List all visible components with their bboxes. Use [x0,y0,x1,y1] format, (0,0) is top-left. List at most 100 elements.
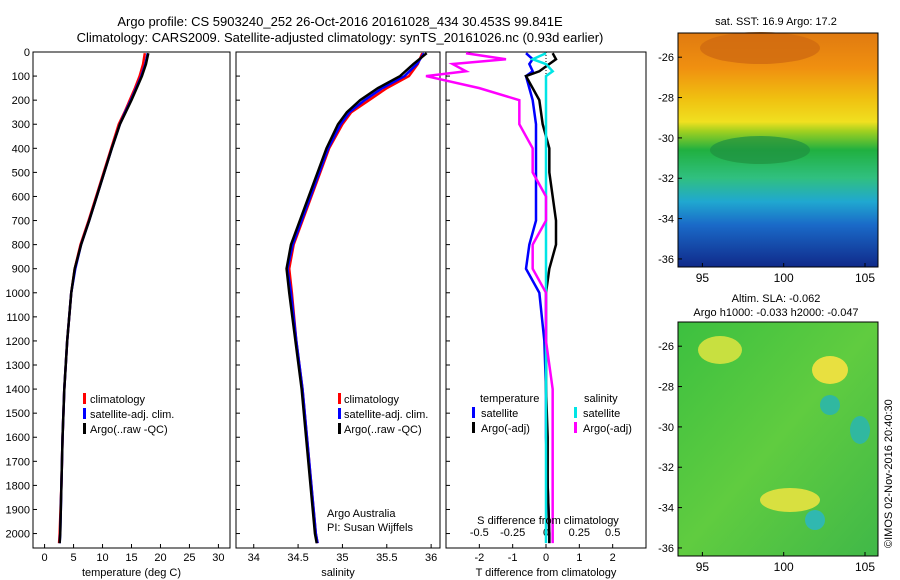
y-tick-label: 1800 [6,480,30,492]
legend-swatch-climatology [83,393,86,404]
x-tick-label: 30 [212,552,224,564]
x-axis-label: salinity [321,567,355,579]
map-x-tick-label: 95 [696,560,710,574]
y-tick-label: 400 [12,143,30,155]
title-line2: Climatology: CARS2009. Satellite-adjuste… [77,30,604,45]
sla-map-title-line1: Altim. SLA: -0.062 [732,293,821,305]
map-x-tick-label: 105 [855,271,875,285]
legend-swatch-satellite [83,408,86,419]
legend-label-climatology: climatology [344,394,400,406]
map-y-tick-label: -26 [658,341,674,353]
sla-low-patch [805,510,825,530]
legend-swatch-argo [83,423,86,434]
temperature-panel: 0100200300400500600700800900100011001200… [6,47,231,579]
map-y-tick-label: -28 [658,382,674,394]
x-tick-label: -1 [508,552,518,564]
map-y-tick-label: -30 [658,133,674,145]
y-tick-label: 600 [12,191,30,203]
temperature-frame [32,51,231,549]
sst-map [677,32,879,268]
salinity-legend: climatology satellite-adj. clim. Argo(..… [338,393,428,436]
map-y-tick-label: -32 [658,173,674,185]
s-tick-label: 0.25 [569,527,590,539]
x-tick-label: 0 [42,552,48,564]
salinity-annotation-line1: Argo Australia [327,508,396,520]
s-tick-label: -0.5 [470,527,489,539]
x-tick-label: 15 [125,552,137,564]
map-y-tick-label: -36 [658,543,674,555]
legend-swatch-sal-argo [574,422,577,433]
sst-frame [677,32,879,268]
y-tick-label: 1300 [6,360,30,372]
x-axis-label: T difference from climatology [476,567,617,579]
y-tick-label: 1600 [6,432,30,444]
series-line-salinity Argo(-adj) [425,51,554,544]
x-tick-label: 35.5 [376,552,397,564]
map-y-tick-label: -32 [658,462,674,474]
map-y-tick-label: -34 [658,503,674,515]
legend-label-argo: Argo(..raw -QC) [90,424,168,436]
x-tick-label: 35 [336,552,348,564]
y-tick-label: 700 [12,216,30,228]
sst-warm-patch [700,32,820,64]
legend-label-argo: Argo(..raw -QC) [344,424,422,436]
sst-cool-patch [710,136,810,164]
legend-label-sal-satellite: satellite [583,408,620,420]
y-tick-label: 1700 [6,456,30,468]
legend-swatch-satellite [338,408,341,419]
sla-frame [677,321,879,557]
salinity-annotation-line2: PI: Susan Wijffels [327,522,413,534]
sst-map-title: sat. SST: 16.9 Argo: 17.2 [715,16,837,28]
y-tick-label: 200 [12,95,30,107]
y-tick-label: 1400 [6,384,30,396]
map-y-tick-label: -28 [658,93,674,105]
legend-label-temp-argo: Argo(-adj) [481,423,530,435]
legend-label-satellite: satellite-adj. clim. [90,409,174,421]
x-tick-label: 1 [576,552,582,564]
series-line-Argo(..raw -QC) [58,52,150,544]
sla-high-patch [698,336,742,364]
s-tick-label: -0.25 [500,527,525,539]
difference-legend: temperature satellite Argo(-adj) salinit… [472,393,632,435]
x-tick-label: 2 [610,552,616,564]
legend-label-climatology: climatology [90,394,146,406]
legend-label-satellite: satellite-adj. clim. [344,409,428,421]
x-tick-label: 34 [248,552,260,564]
map-y-tick-label: -36 [658,254,674,266]
map-axes: 95 100 105 -26 -28 -30 -32 -34 -36 95 100 105 -26 -28… [658,52,875,574]
series-line-Argo(..raw -QC) [285,52,428,544]
s-tick-label: 0.5 [605,527,620,539]
temperature-legend: climatology satellite-adj. clim. Argo(..… [83,393,174,436]
title-line1: Argo profile: CS 5903240_252 26-Oct-2016… [117,14,563,29]
y-tick-label: 1200 [6,336,30,348]
map-y-tick-label: -26 [658,52,674,64]
x-tick-label: 10 [96,552,108,564]
legend-swatch-sal-satellite [574,407,577,418]
legend-swatch-argo [338,423,341,434]
x-tick-label: -2 [474,552,484,564]
sla-low-patch [820,395,840,415]
x-axis-label: temperature (deg C) [82,567,181,579]
y-tick-label: 100 [12,71,30,83]
map-x-tick-label: 100 [774,271,794,285]
x-tick-label: 5 [70,552,76,564]
x-tick-label: 36 [425,552,437,564]
map-y-tick-label: -30 [658,422,674,434]
legend-swatch-temp-satellite [472,407,475,418]
x-tick-label: 0 [543,552,549,564]
y-tick-label: 900 [12,264,30,276]
legend-label-sal-argo: Argo(-adj) [583,423,632,435]
y-tick-label: 300 [12,119,30,131]
map-x-tick-label: 100 [774,560,794,574]
map-x-tick-label: 95 [696,271,710,285]
map-x-tick-label: 105 [855,560,875,574]
y-tick-label: 1900 [6,504,30,516]
sla-high-patch [812,356,848,384]
sla-map [677,321,879,557]
sla-high-patch [760,488,820,512]
legend-label-temp-satellite: satellite [481,408,518,420]
y-tick-label: 1000 [6,288,30,300]
x-tick-label: 25 [183,552,195,564]
x-tick-label: 34.5 [287,552,308,564]
